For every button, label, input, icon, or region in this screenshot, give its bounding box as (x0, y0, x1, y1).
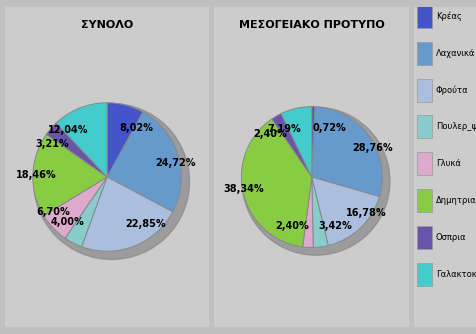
FancyBboxPatch shape (416, 189, 432, 212)
Text: 0,72%: 0,72% (313, 123, 347, 133)
FancyBboxPatch shape (416, 78, 432, 102)
FancyBboxPatch shape (416, 226, 432, 249)
Ellipse shape (34, 104, 189, 260)
Text: 28,76%: 28,76% (352, 143, 393, 153)
Text: ΣΥΝΟΛΟ: ΣΥΝΟΛΟ (81, 19, 133, 29)
Text: Πουλερ_ψάρια: Πουλερ_ψάρια (436, 123, 476, 131)
Text: 7,19%: 7,19% (267, 124, 301, 134)
Text: Κρέας: Κρέας (436, 12, 462, 21)
FancyBboxPatch shape (416, 152, 432, 175)
Wedge shape (312, 177, 379, 245)
Wedge shape (33, 134, 107, 216)
Text: 22,85%: 22,85% (125, 219, 166, 229)
Wedge shape (107, 112, 181, 212)
Wedge shape (107, 103, 143, 177)
Text: Γλυκά: Γλυκά (436, 159, 461, 168)
Wedge shape (65, 177, 107, 247)
FancyBboxPatch shape (416, 42, 432, 65)
Text: 16,78%: 16,78% (346, 208, 387, 218)
Text: Γαλακτοκομικά: Γαλακτοκομικά (436, 270, 476, 279)
FancyBboxPatch shape (416, 263, 432, 286)
Wedge shape (81, 177, 173, 251)
Wedge shape (241, 119, 312, 247)
Text: Φρούτα: Φρούτα (436, 85, 468, 95)
Text: 6,70%: 6,70% (37, 207, 70, 217)
Wedge shape (312, 177, 328, 247)
Text: 2,40%: 2,40% (253, 129, 287, 139)
Text: Λαχανικά: Λαχανικά (436, 49, 475, 58)
Text: Οσπρια: Οσπρια (436, 233, 466, 242)
Text: 24,72%: 24,72% (156, 158, 196, 168)
Text: 3,21%: 3,21% (35, 139, 69, 149)
Wedge shape (281, 107, 312, 177)
Wedge shape (303, 177, 313, 247)
FancyBboxPatch shape (416, 115, 432, 139)
Wedge shape (272, 114, 312, 177)
Text: Δημητριακά: Δημητριακά (436, 196, 476, 205)
Wedge shape (312, 107, 315, 177)
Text: 2,40%: 2,40% (275, 221, 309, 231)
Wedge shape (56, 103, 107, 177)
Wedge shape (46, 123, 107, 177)
FancyBboxPatch shape (416, 5, 432, 28)
Ellipse shape (242, 107, 390, 255)
Text: 12,04%: 12,04% (48, 125, 89, 135)
Text: ΜΕΣΟΓΕΙΑΚΟ ΠΡΟΤΥΠΟ: ΜΕΣΟΓΕΙΑΚΟ ΠΡΟΤΥΠΟ (239, 19, 385, 29)
Text: 3,42%: 3,42% (318, 221, 352, 231)
Wedge shape (312, 107, 382, 197)
Text: 4,00%: 4,00% (50, 217, 84, 227)
Wedge shape (44, 177, 107, 238)
Text: 18,46%: 18,46% (16, 170, 57, 180)
Text: 8,02%: 8,02% (119, 123, 154, 133)
Text: 38,34%: 38,34% (223, 184, 264, 194)
